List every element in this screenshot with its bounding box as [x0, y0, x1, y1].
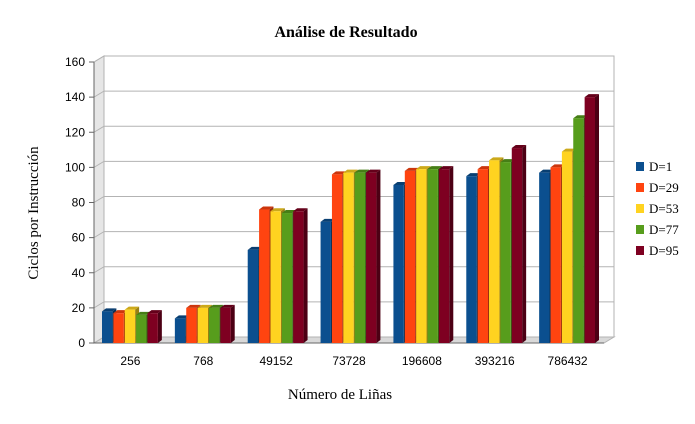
x-tick-label: 786432 — [548, 354, 588, 368]
x-tick-label: 256 — [120, 354, 140, 368]
bar-d95-768 — [220, 304, 235, 343]
x-axis-label: Número de Liñas — [288, 387, 392, 403]
legend-label: D=53 — [649, 201, 679, 216]
gridline — [93, 90, 614, 98]
x-tick-label: 49152 — [259, 354, 293, 368]
x-tick-label: 73728 — [332, 354, 366, 368]
y-tick-label: 20 — [72, 301, 86, 315]
gridline — [93, 55, 614, 63]
bar-d95-49152 — [293, 208, 308, 343]
chart-title: Análise de Resultado — [274, 24, 417, 41]
legend-label: D=95 — [649, 243, 679, 258]
y-tick-label: 140 — [65, 90, 85, 104]
bar-d95-196608 — [438, 166, 454, 343]
gridline — [93, 125, 614, 133]
legend-swatch — [636, 246, 644, 255]
x-tick-label: 393216 — [475, 354, 515, 368]
y-tick-label: 60 — [72, 231, 86, 245]
legend: D=1 D=29 D=53 D=77 D=95 — [636, 159, 679, 258]
x-tick-label: 768 — [193, 354, 213, 368]
gridline — [93, 160, 614, 168]
bar-d95-73728 — [366, 169, 381, 343]
legend-swatch — [636, 183, 644, 192]
legend-label: D=77 — [649, 222, 679, 237]
legend-swatch — [636, 162, 644, 171]
legend-label: D=1 — [649, 159, 672, 174]
x-tick-label: 196608 — [402, 354, 442, 368]
y-tick-label: 40 — [72, 266, 86, 280]
y-tick-label: 120 — [65, 125, 85, 139]
y-tick-label: 100 — [65, 160, 85, 174]
bar-d95-786432 — [584, 94, 599, 343]
y-tick-label: 0 — [78, 336, 85, 350]
bar-d95-393216 — [511, 145, 527, 343]
plot-area: 0 20 40 60 80 100 120 140 160 256 768 49152 73728 196… — [65, 55, 616, 368]
y-tick-label: 160 — [65, 55, 85, 69]
y-tick-label: 80 — [72, 196, 86, 210]
bar-d95-256 — [147, 310, 162, 343]
legend-swatch — [636, 225, 644, 234]
legend-label: D=29 — [649, 180, 679, 195]
legend-swatch — [636, 204, 644, 213]
y-axis-label: Ciclos por Instrucción — [26, 146, 42, 280]
